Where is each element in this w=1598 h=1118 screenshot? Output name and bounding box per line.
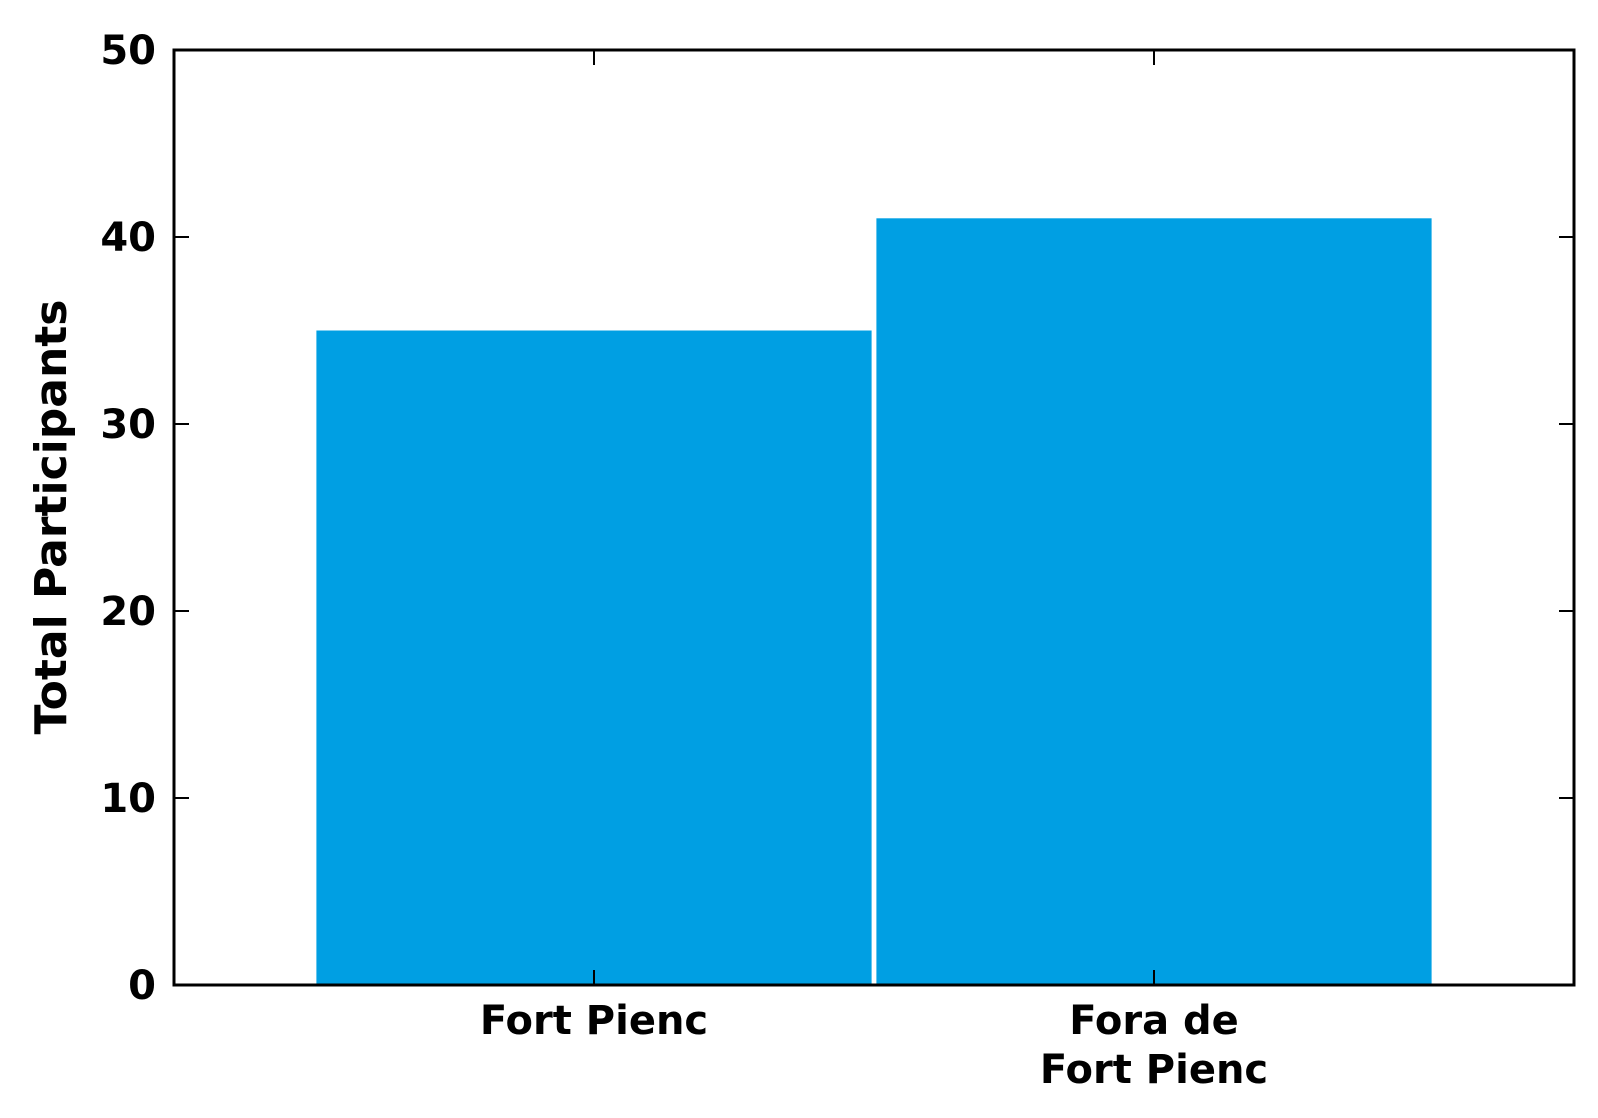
y-tick-label-0: 0	[128, 963, 156, 1009]
y-tick-label-5: 50	[100, 28, 156, 74]
x-tick-label-line: Fort Pienc	[1040, 1047, 1268, 1093]
bars-layer	[316, 218, 1432, 986]
bar-1	[876, 218, 1432, 986]
x-tick-label-0: Fort Pienc	[480, 998, 708, 1044]
y-tick-label-3: 30	[100, 402, 156, 448]
x-tick-label-1: Fora de Fort Pienc	[1040, 998, 1268, 1093]
y-tick-label-2: 20	[100, 589, 156, 635]
ticks-layer	[174, 50, 1574, 985]
y-tick-label-4: 40	[100, 215, 156, 261]
bar-0	[316, 330, 872, 985]
x-tick-label-line: Fort Pienc	[480, 998, 708, 1044]
y-tick-label-1: 10	[100, 776, 156, 822]
x-tick-label-line: Fora de	[1069, 998, 1239, 1044]
y-axis-title: Total Participants	[26, 300, 77, 735]
plot-frame	[172, 48, 1576, 987]
